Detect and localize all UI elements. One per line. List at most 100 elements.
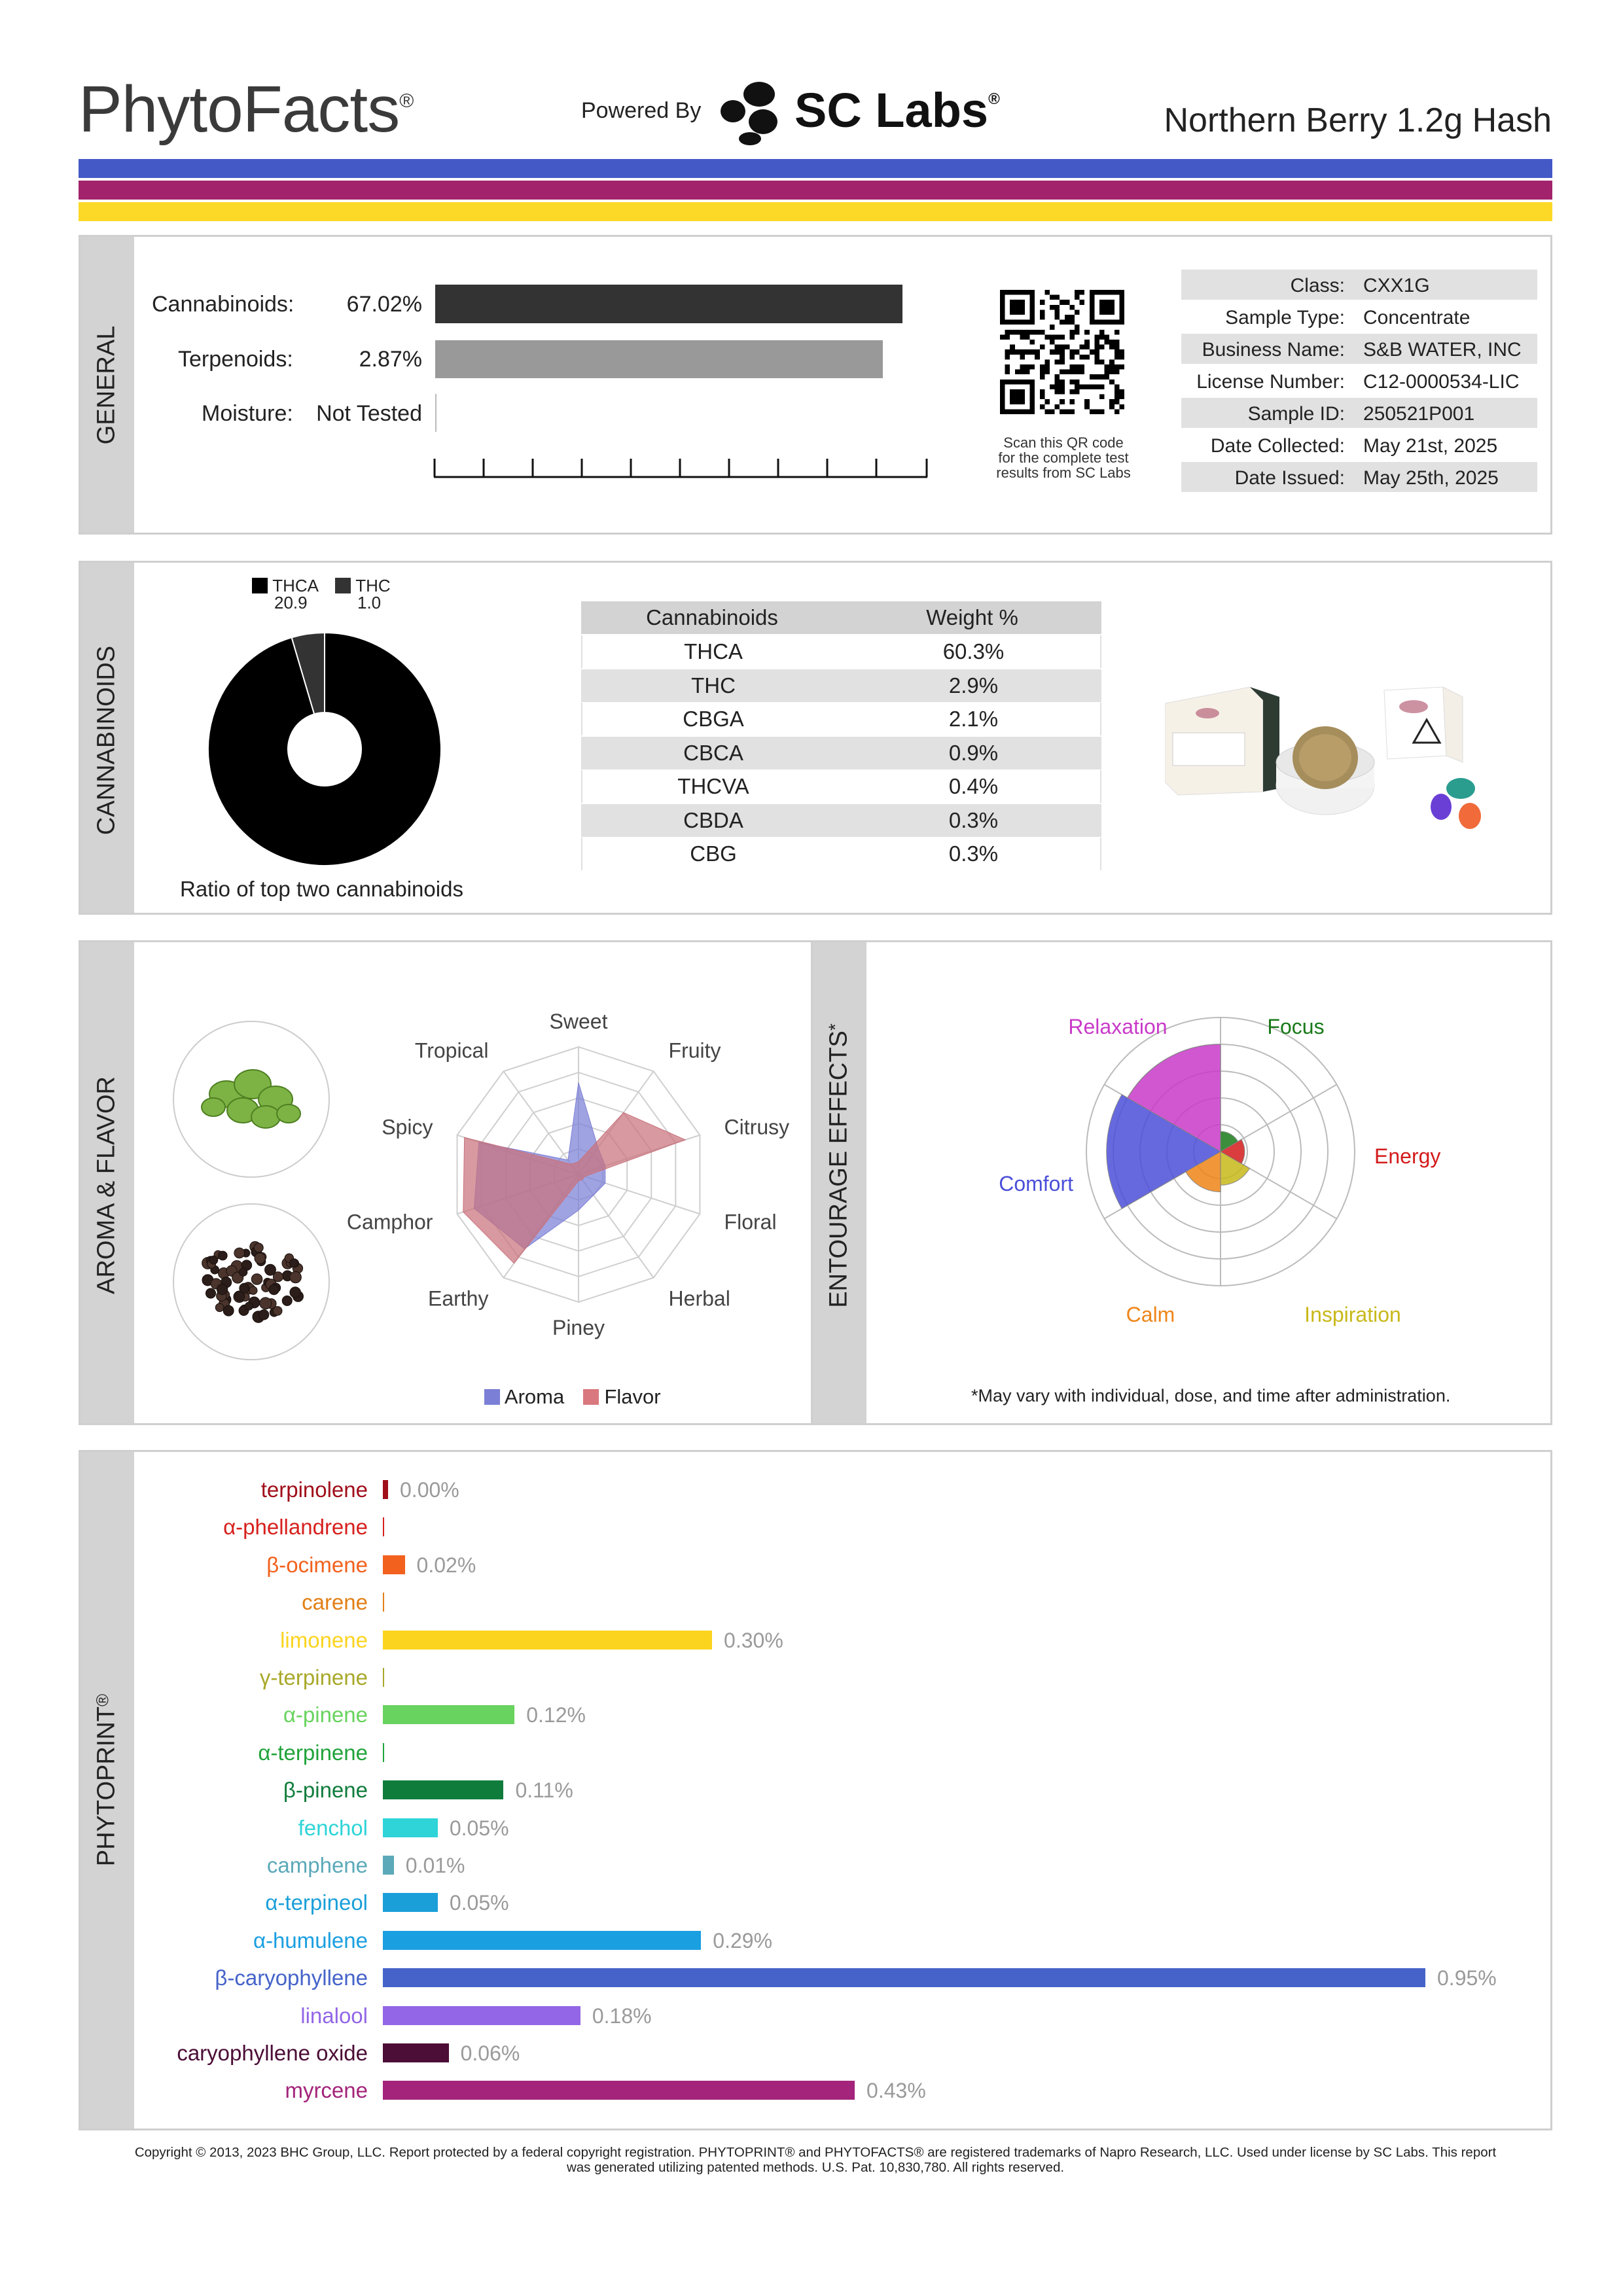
- copyright-footer: Copyright © 2013, 2023 BHC Group, LLC. R…: [134, 2145, 1497, 2175]
- cannabinoid-weight: 0.9%: [948, 740, 999, 765]
- radar-axis-label: Herbal: [669, 1286, 730, 1310]
- terpene-value: 0.95%: [1437, 1966, 1497, 1990]
- meta-row-license-number: License Number: C12-0000534-LIC: [1196, 371, 1520, 393]
- terpene-bar: [383, 1593, 384, 1612]
- terpene-label: fenchol: [298, 1815, 368, 1840]
- terpene-label: α-terpineol: [265, 1890, 368, 1915]
- brand-name: PhytoFacts: [79, 73, 400, 146]
- hops-image: [173, 1021, 330, 1178]
- effects-footnote: *May vary with individual, dose, and tim…: [971, 1386, 1451, 1405]
- moisture-bar: [435, 394, 437, 432]
- terpene-bar: [383, 2081, 855, 2100]
- aroma-legend-swatch: [484, 1389, 500, 1405]
- legend-swatch-thca: [252, 578, 268, 594]
- cannabinoid-name: CBCA: [683, 740, 743, 765]
- terpene-bar: [383, 1668, 384, 1687]
- terpene-label: caryophyllene oxide: [177, 2041, 368, 2065]
- meta-row-sample-type: Sample Type: Concentrate: [1225, 307, 1471, 328]
- radar-axis-label: Floral: [724, 1210, 777, 1233]
- aroma-flavor-radar-chart: Sweet Fruity Citrusy Floral Herbal Piney Earth…: [347, 1010, 790, 1339]
- aroma-side-label: AROMA & FLAVOR: [92, 1076, 120, 1294]
- effect-label-relaxation: Relaxation: [1068, 1015, 1167, 1038]
- cannabinoid-weight: 2.1%: [948, 707, 999, 731]
- effect-wedge-calm: [1185, 1151, 1221, 1193]
- cannabinoids-side-tab: CANNABINOIDS: [80, 563, 134, 913]
- terpenoids-row-value: 2.87%: [359, 347, 422, 372]
- terpene-bar: [383, 1517, 384, 1537]
- effect-label-comfort: Comfort: [999, 1172, 1073, 1195]
- terpene-label: α-terpinene: [258, 1740, 368, 1765]
- cannabinoid-table-row: CBDA 0.3%: [581, 804, 1101, 837]
- qr-code[interactable]: [1000, 290, 1124, 414]
- stripe-magenta: [79, 181, 1552, 200]
- radar-axis-label: Citrusy: [724, 1116, 790, 1139]
- general-bar-axis: [433, 459, 928, 478]
- general-side-label: GENERAL: [92, 325, 120, 445]
- terpenoids-bar: [435, 340, 883, 378]
- legend-swatch-thc: [335, 578, 351, 594]
- terpene-bar: [383, 1856, 394, 1875]
- meta-row-business-name: Business Name: S&B WATER, INC: [1181, 334, 1537, 364]
- aroma-legend-label: Aroma: [504, 1385, 565, 1408]
- terpene-label: α-pinene: [283, 1703, 368, 1727]
- radar-axis-label: Sweet: [550, 1010, 608, 1033]
- terpene-bar: [383, 1780, 504, 1800]
- aroma-legend: Aroma Flavor: [484, 1385, 661, 1409]
- terpene-value: 0.05%: [449, 1816, 509, 1840]
- cannabinoid-name: CBGA: [683, 707, 744, 731]
- terpene-bar: [383, 2005, 580, 2025]
- cannabinoids-bar: [435, 285, 902, 323]
- meta-row-date-issued: Date Issued: May 25th, 2025: [1181, 462, 1537, 492]
- cannabinoid-weight: 60.3%: [942, 639, 1005, 663]
- meta-row-class: Class: CXX1G: [1181, 270, 1537, 300]
- cannabinoid-table-row: THCVA 0.4%: [581, 770, 1101, 803]
- terpene-value: 0.18%: [592, 2004, 652, 2028]
- cannabinoid-weight: 0.4%: [948, 774, 999, 798]
- general-side-tab: GENERAL: [80, 237, 134, 533]
- effect-label-inspiration: Inspiration: [1304, 1303, 1401, 1326]
- product-name: Northern Berry 1.2g Hash: [1164, 101, 1552, 139]
- effect-label-energy: Energy: [1374, 1144, 1440, 1168]
- legend-name-thca: THCA: [272, 576, 319, 596]
- aroma-panel: AROMA & FLAVOR: [79, 940, 813, 1425]
- cannabinoid-weight: 0.3%: [948, 807, 999, 832]
- effect-label-calm: Calm: [1126, 1303, 1175, 1326]
- cannabinoid-table-row: THC 2.9%: [581, 669, 1101, 702]
- cannabinoid-table-header: Cannabinoids Weight %: [581, 601, 1101, 634]
- donut-slice-thca: [207, 631, 442, 866]
- meta-row-sample-id: Sample ID: 250521P001: [1181, 398, 1537, 428]
- terpene-bar: [383, 2043, 449, 2062]
- donut-legend-thc: THC 1.0: [335, 576, 391, 611]
- terpene-value: 0.29%: [713, 1928, 773, 1952]
- cannabinoid-donut-chart: [207, 631, 442, 866]
- terpene-bar: [383, 1930, 702, 1950]
- terpene-label: limonene: [280, 1627, 368, 1652]
- cannabinoid-table-row: CBCA 0.9%: [581, 736, 1101, 769]
- flavor-series: [463, 1112, 687, 1264]
- cannabinoid-name: THC: [691, 673, 736, 698]
- terpene-value: 0.00%: [400, 1478, 459, 1502]
- terpene-bar: [383, 1480, 388, 1499]
- cannabinoids-row-value: 67.02%: [346, 292, 422, 317]
- effects-side-tab: ENTOURAGE EFFECTS*: [813, 942, 866, 1423]
- terpene-value: 0.01%: [405, 1854, 465, 1877]
- terpene-label: β-ocimene: [266, 1552, 368, 1577]
- terpene-bar: [383, 1818, 438, 1837]
- terpene-label: α-phellandrene: [223, 1515, 368, 1540]
- qr-caption: Scan this QR code for the complete test …: [996, 434, 1131, 481]
- terpene-label: camphene: [266, 1853, 368, 1877]
- terpene-label: β-pinene: [283, 1778, 368, 1803]
- radar-axis-label: Piney: [552, 1316, 605, 1339]
- radar-axis-label: Camphor: [347, 1210, 433, 1233]
- cannabinoid-table-row: CBGA 2.1%: [581, 703, 1101, 735]
- terpene-value: 0.12%: [526, 1703, 586, 1727]
- terpene-value: 0.05%: [449, 1891, 509, 1915]
- legend-value-thc: 1.0: [357, 593, 382, 613]
- stripe-yellow: [79, 202, 1552, 221]
- terpene-value: 0.11%: [515, 1778, 573, 1803]
- terpene-label: terpinolene: [260, 1477, 368, 1502]
- cannabinoids-row-label: Cannabinoids:: [152, 292, 294, 317]
- brand-logo: PhytoFacts®: [79, 72, 414, 147]
- radar-axis-label: Spicy: [382, 1116, 433, 1139]
- terpene-value: 0.43%: [866, 2079, 926, 2103]
